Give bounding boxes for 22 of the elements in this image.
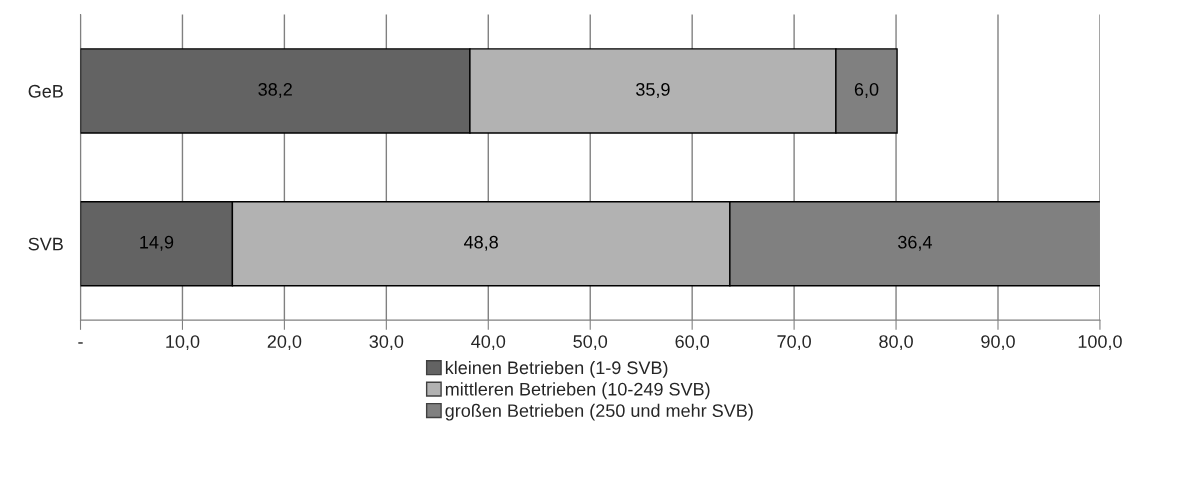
data-label: 6,0 [854,83,879,98]
legend-label: kleinen Betrieben (1-9 SVB) [445,360,668,378]
legend-label: mittleren Betrieben (10-249 SVB) [445,382,710,400]
data-label: 38,2 [258,83,292,98]
x-tick-label: 10,0 [166,335,200,351]
x-tick-label: 50,0 [573,335,608,351]
y-tick-label: GeB [28,84,63,98]
x-tick-label: 90,0 [981,335,1015,351]
x-tick-label: 70,0 [777,335,811,351]
x-tick-label: 40,0 [471,335,506,351]
legend-label: großen Betrieben (250 und mehr SVB) [445,403,753,421]
data-label: 35,9 [636,83,670,98]
data-label: 14,9 [140,235,174,251]
x-tick-label: 100,0 [1078,335,1122,351]
data-label: 48,8 [463,235,498,251]
data-label: 36,4 [898,235,932,251]
x-tick-label: 20,0 [267,335,302,351]
x-tick-label: - [78,342,83,344]
x-tick-label: 80,0 [879,335,913,351]
x-tick-label: 30,0 [369,335,404,351]
y-tick-label: SVB [28,237,63,251]
x-tick-label: 60,0 [675,335,710,351]
